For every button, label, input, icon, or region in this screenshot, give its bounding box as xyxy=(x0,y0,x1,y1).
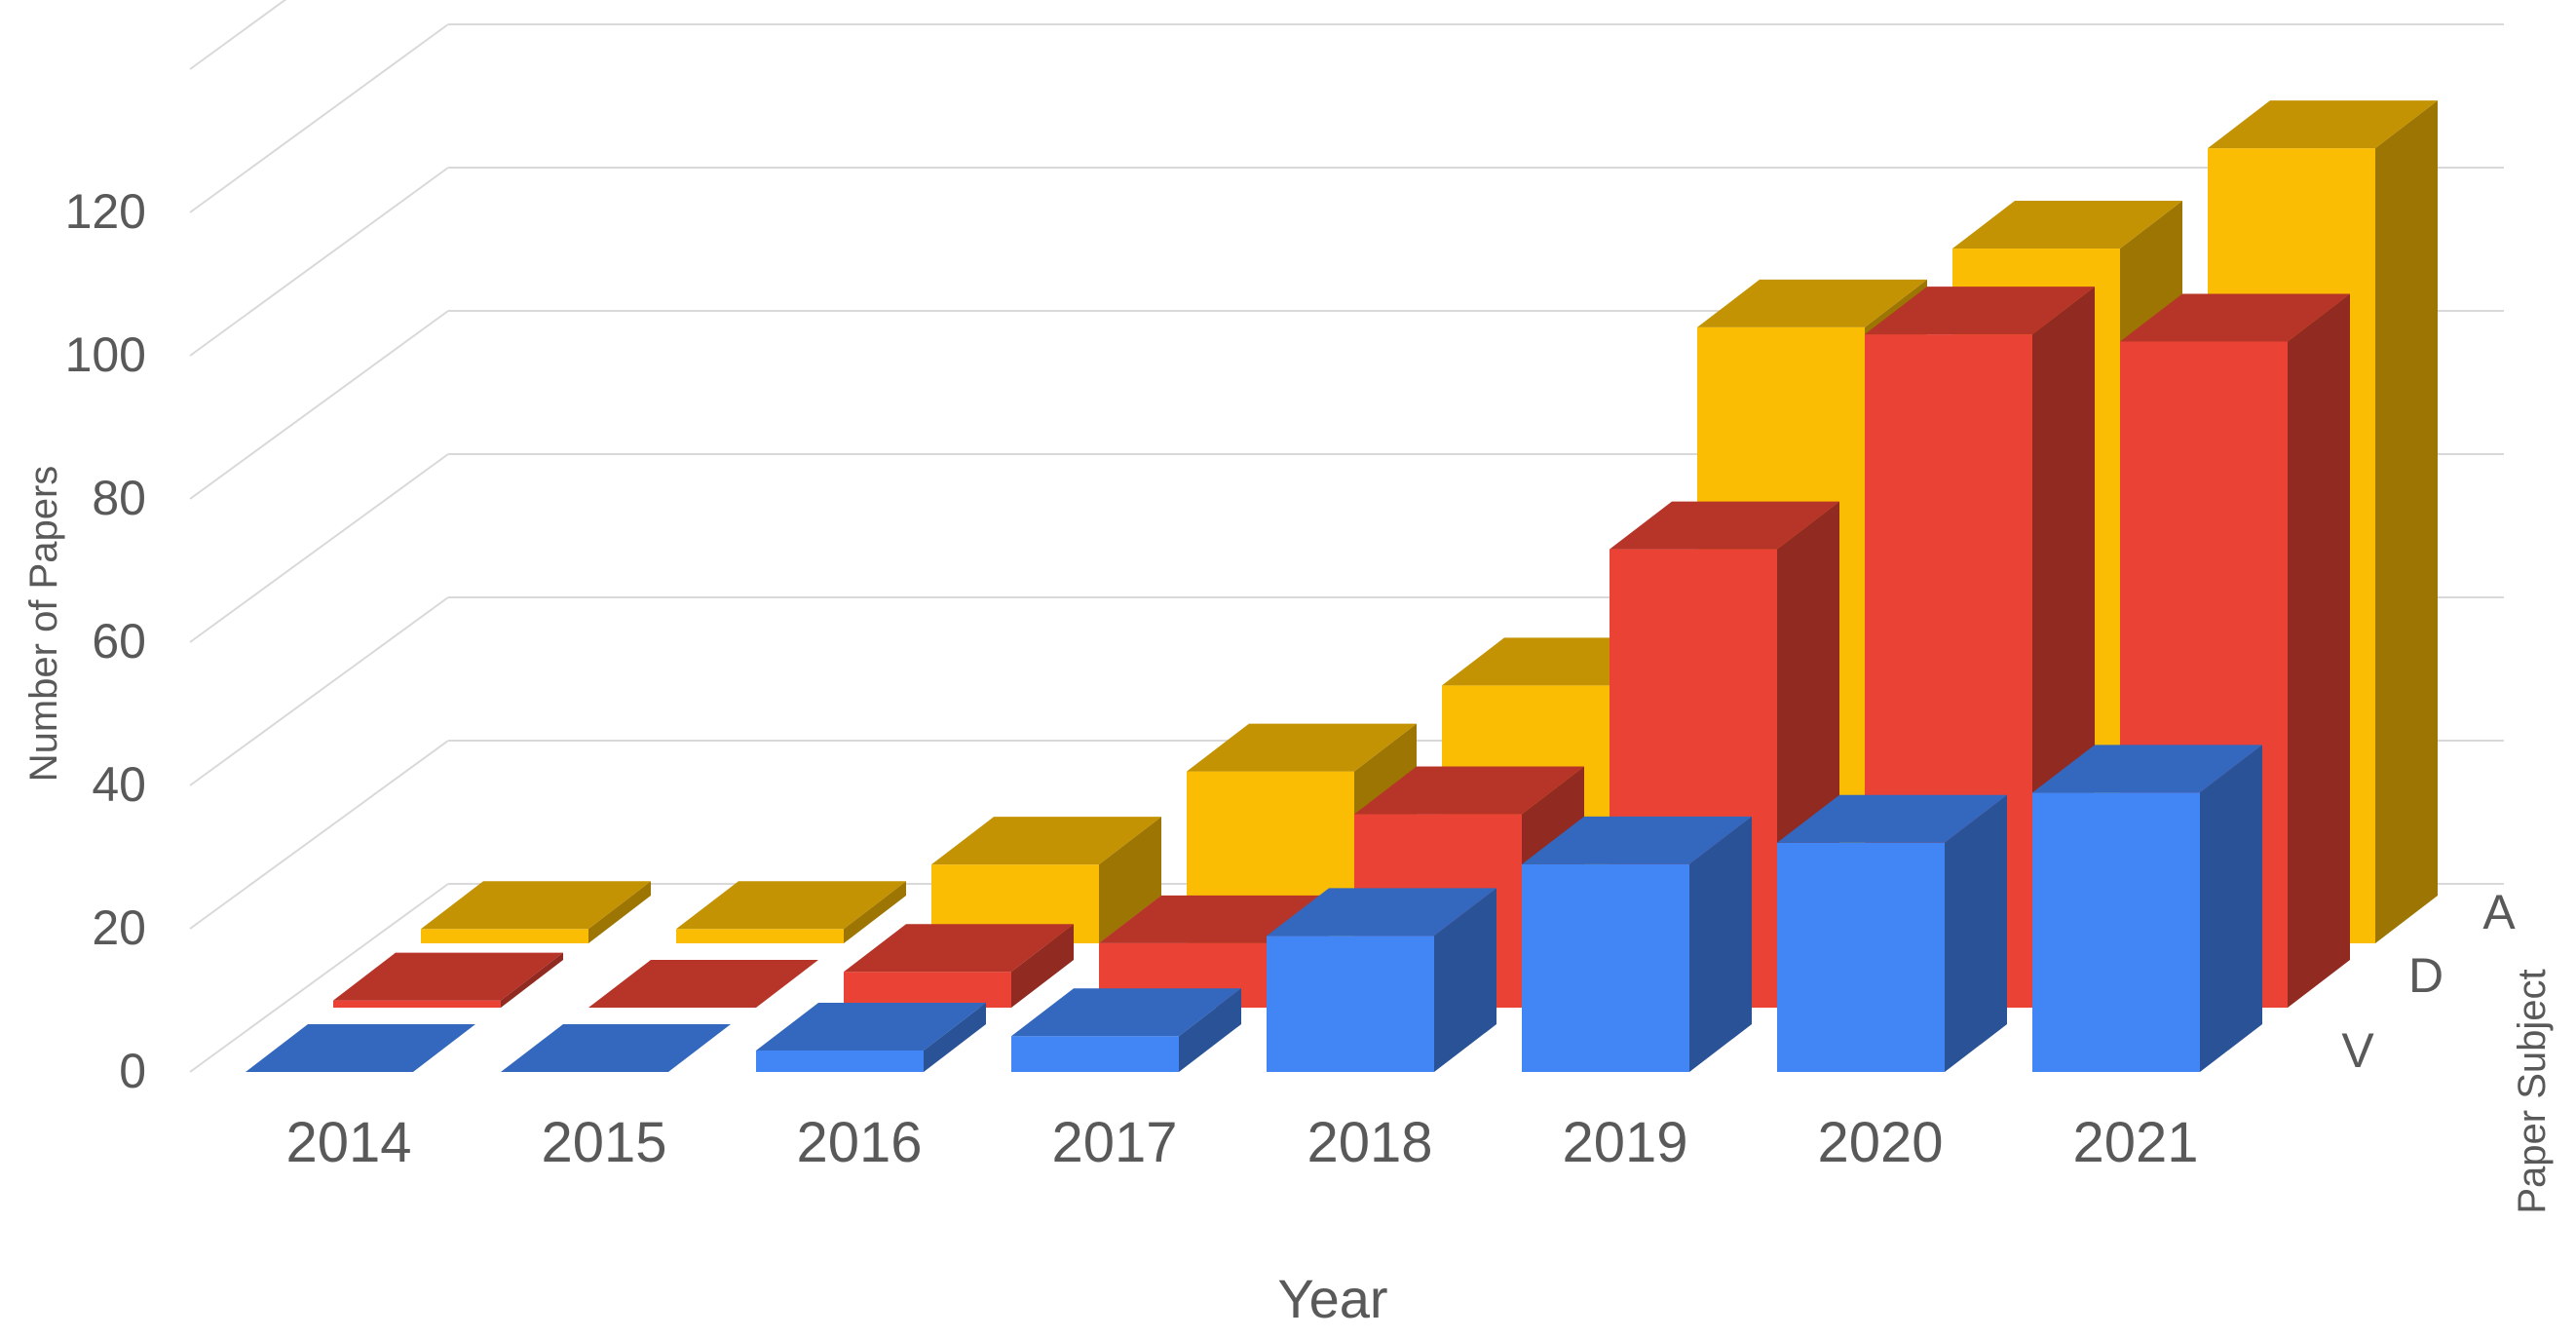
x-tick-label: 2014 xyxy=(285,1111,411,1174)
bar-side xyxy=(2200,745,2262,1072)
bar-front xyxy=(2032,792,2200,1072)
bar-side xyxy=(844,881,906,943)
bar-D-2016 xyxy=(844,924,1074,1008)
x-axis-title: Year xyxy=(1277,1268,1387,1329)
bar-side xyxy=(1689,816,1752,1072)
gridline-diagonal xyxy=(189,740,449,930)
bar-top xyxy=(1354,766,1584,815)
x-tick-label: 2016 xyxy=(796,1111,922,1174)
gridline-diagonal xyxy=(189,310,449,500)
bar-top xyxy=(2208,100,2438,149)
gridline-diagonal xyxy=(189,167,449,357)
bar-top xyxy=(1952,201,2182,249)
bar-V-2019 xyxy=(1522,816,1752,1072)
bar-top xyxy=(931,817,1161,865)
y-tick-label: 60 xyxy=(92,614,146,669)
depth-axis-title: Paper Subject xyxy=(2511,969,2554,1213)
bar-side xyxy=(588,881,651,943)
depth-tick-label: V xyxy=(2341,1023,2374,1078)
gridline-diagonal xyxy=(189,23,449,213)
bar-front xyxy=(333,1000,501,1008)
bar-top xyxy=(2120,293,2350,342)
bar-top xyxy=(676,881,906,930)
bar-front xyxy=(421,929,588,943)
y-axis-ticks: 0 20 40 60 80 100 120 xyxy=(65,184,146,1098)
depth-axis-ticks: VDA xyxy=(2341,885,2516,1078)
depth-tick-label: D xyxy=(2408,948,2443,1003)
bar-V-2018 xyxy=(1267,888,1496,1072)
depth-tick-label: A xyxy=(2482,885,2516,939)
y-tick-label: 20 xyxy=(92,900,146,955)
bar-front xyxy=(1777,842,1945,1072)
bar-top xyxy=(756,1002,986,1051)
bar-top xyxy=(1610,501,1839,550)
bar-V-2020 xyxy=(1777,794,2007,1072)
gridline-diagonal xyxy=(189,0,287,70)
x-axis-ticks: 2014 2015 2016 2017 2018 2019 2020 2021 xyxy=(285,1111,2198,1174)
bar-front xyxy=(1011,1036,1179,1072)
y-tick-label: 120 xyxy=(65,184,146,239)
bar-top xyxy=(1267,888,1496,937)
y-tick-label: 40 xyxy=(92,757,146,812)
bar-V-2021 xyxy=(2032,745,2262,1072)
bar-D-2015 xyxy=(588,960,818,1008)
bar-D-2014 xyxy=(333,952,563,1008)
bar-side xyxy=(501,952,563,1008)
bar-top xyxy=(1011,988,1241,1037)
x-tick-label: 2018 xyxy=(1307,1111,1432,1174)
x-tick-label: 2017 xyxy=(1051,1111,1177,1174)
bar-V-2017 xyxy=(1011,988,1241,1072)
y-tick-label: 80 xyxy=(92,471,146,525)
bar-front xyxy=(756,1050,924,1072)
bar-V-2015 xyxy=(501,1024,731,1072)
bar-side xyxy=(924,1002,986,1072)
bar-top xyxy=(1187,723,1417,772)
gridline-diagonal xyxy=(189,596,449,786)
bar-top xyxy=(2032,745,2262,793)
bar-side xyxy=(1434,888,1496,1072)
bar-side xyxy=(1945,794,2007,1072)
bar-top xyxy=(1522,816,1752,864)
bars xyxy=(246,100,2438,1072)
gridline-diagonal xyxy=(189,453,449,643)
bar-A-2014 xyxy=(421,881,651,943)
y-tick-label: 0 xyxy=(119,1044,146,1098)
bar-side xyxy=(2288,293,2350,1008)
bar-side xyxy=(1179,988,1241,1072)
bar-top xyxy=(1865,287,2095,335)
bar-top xyxy=(246,1024,475,1072)
x-tick-label: 2021 xyxy=(2072,1111,2198,1174)
bar-top xyxy=(421,881,651,930)
y-tick-label: 100 xyxy=(65,327,146,382)
bar-side xyxy=(1011,924,1074,1008)
x-tick-label: 2015 xyxy=(541,1111,666,1174)
bar-V-2014 xyxy=(246,1024,475,1072)
y-axis-title: Number of Papers xyxy=(22,466,65,783)
x-tick-label: 2020 xyxy=(1817,1111,1943,1174)
bar-top xyxy=(844,924,1074,973)
bar-top xyxy=(501,1024,731,1072)
x-tick-label: 2019 xyxy=(1562,1111,1687,1174)
bar-top xyxy=(1777,794,2007,843)
bar-front xyxy=(1522,863,1689,1072)
bar-top xyxy=(1099,895,1329,943)
bar-A-2015 xyxy=(676,881,906,943)
bar-side xyxy=(2375,100,2438,943)
gridline-diagonal xyxy=(189,883,449,1073)
bar-top xyxy=(588,960,818,1008)
bar-top xyxy=(1697,279,1927,327)
bar-top xyxy=(333,952,563,1001)
bar-V-2016 xyxy=(756,1002,986,1072)
bar-side xyxy=(1099,817,1161,943)
bar-front xyxy=(676,929,844,943)
bar-front xyxy=(1267,936,1434,1072)
bar-front xyxy=(844,972,1011,1008)
